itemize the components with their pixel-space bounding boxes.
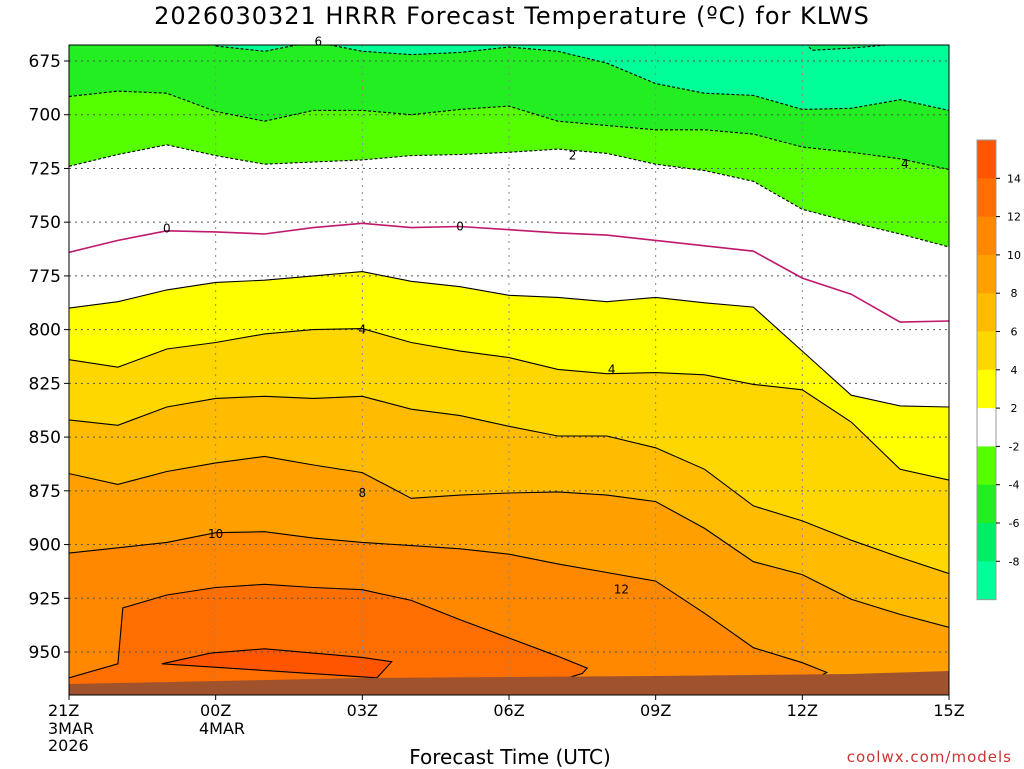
x-tick-sublabel-4MAR: 4MAR	[199, 719, 245, 738]
isotherm-12	[69, 583, 589, 679]
colorbar-label-12: 12	[1007, 211, 1021, 224]
isotherm--4	[69, 90, 949, 171]
x-tick-label-12Z: 12Z	[787, 701, 818, 720]
colorbar-label-6: 6	[1011, 326, 1018, 339]
x-tick-label-21Z: 21Z	[48, 701, 79, 720]
fill-band--8	[802, 45, 949, 51]
isotherm--6	[215, 45, 949, 111]
x-tick-sublabel-3MAR: 3MAR	[48, 719, 94, 738]
colorbar-label-14: 14	[1007, 172, 1021, 185]
y-tick-label-725: 725	[29, 159, 61, 179]
colorbar-band--8to-6	[977, 523, 996, 562]
colorbar-label--4: -4	[1009, 479, 1020, 492]
contour-label-8: 8	[359, 486, 367, 500]
colorbar-band-6to8	[977, 293, 996, 332]
colorbar-band-14to16	[977, 140, 996, 179]
x-tick-label-15Z: 15Z	[933, 701, 964, 720]
contour-label--6: 6	[315, 35, 323, 49]
colorbar-label--8: -8	[1009, 555, 1020, 568]
x-tick-label-00Z: 00Z	[200, 701, 231, 720]
contour-label--2: 2	[569, 149, 577, 163]
colorbar-label-10: 10	[1007, 249, 1021, 262]
contour-label-10: 10	[208, 527, 223, 541]
colorbar-band-4to6	[977, 331, 996, 371]
colorbar-label-4: 4	[1011, 364, 1018, 377]
isotherm-10	[69, 531, 829, 679]
chart-title: 2026030321 HRRR Forecast Temperature (ºC…	[154, 2, 870, 30]
y-tick-label-750: 750	[29, 213, 61, 233]
y-tick-label-925: 925	[29, 589, 61, 609]
y-tick-label-950: 950	[29, 643, 61, 663]
isotherm-8	[69, 455, 949, 628]
y-tick-label-800: 800	[29, 321, 61, 341]
isotherm-0	[69, 222, 949, 323]
colorbar-band-10to12	[977, 216, 996, 256]
fill-band-14	[161, 648, 392, 678]
y-tick-label-775: 775	[29, 267, 61, 287]
x-tick-sublabel-2026: 2026	[48, 736, 89, 755]
colorbar-band--2to2	[977, 408, 996, 447]
colorbar-label--2: -2	[1009, 440, 1020, 453]
colorbar-label--6: -6	[1009, 517, 1020, 530]
colorbar-band-8to10	[977, 254, 996, 294]
x-tick-label-06Z: 06Z	[493, 701, 524, 720]
y-tick-label-825: 825	[29, 374, 61, 394]
colorbar-label-8: 8	[1011, 287, 1018, 300]
fill-band-12	[69, 584, 588, 695]
credit-link[interactable]: coolwx.com/models	[846, 748, 1012, 766]
contour-label-12: 12	[614, 583, 629, 597]
y-tick-label-850: 850	[29, 428, 61, 448]
colorbar-band--10to-8	[977, 561, 996, 601]
isotherm-2	[69, 271, 949, 408]
colorbar-label-2: 2	[1011, 402, 1018, 415]
isotherm--2	[69, 144, 949, 248]
ground-surface	[69, 671, 949, 695]
x-tick-label-03Z: 03Z	[347, 701, 378, 720]
isotherm-6	[69, 395, 949, 575]
y-tick-label-675: 675	[29, 52, 61, 72]
x-tick-label-09Z: 09Z	[640, 701, 671, 720]
contour-label-4: 4	[359, 323, 367, 337]
isotherm-14	[161, 648, 393, 679]
isotherm-4	[69, 328, 949, 481]
contour-label-4b: 4	[608, 362, 616, 376]
colorbar-band--6to-4	[977, 484, 996, 524]
y-tick-label-900: 900	[29, 536, 61, 556]
y-tick-label-700: 700	[29, 106, 61, 126]
colorbar-band--4to-2	[977, 446, 996, 486]
contour-label--4: 4	[901, 157, 909, 171]
colorbar-band-12to14	[977, 178, 996, 218]
colorbar-band-2to4	[977, 369, 996, 409]
contour-label-0b: 0	[456, 219, 464, 233]
x-axis-label: Forecast Time (UTC)	[409, 745, 611, 769]
contour-label-0: 0	[163, 222, 171, 236]
y-tick-label-875: 875	[29, 482, 61, 502]
